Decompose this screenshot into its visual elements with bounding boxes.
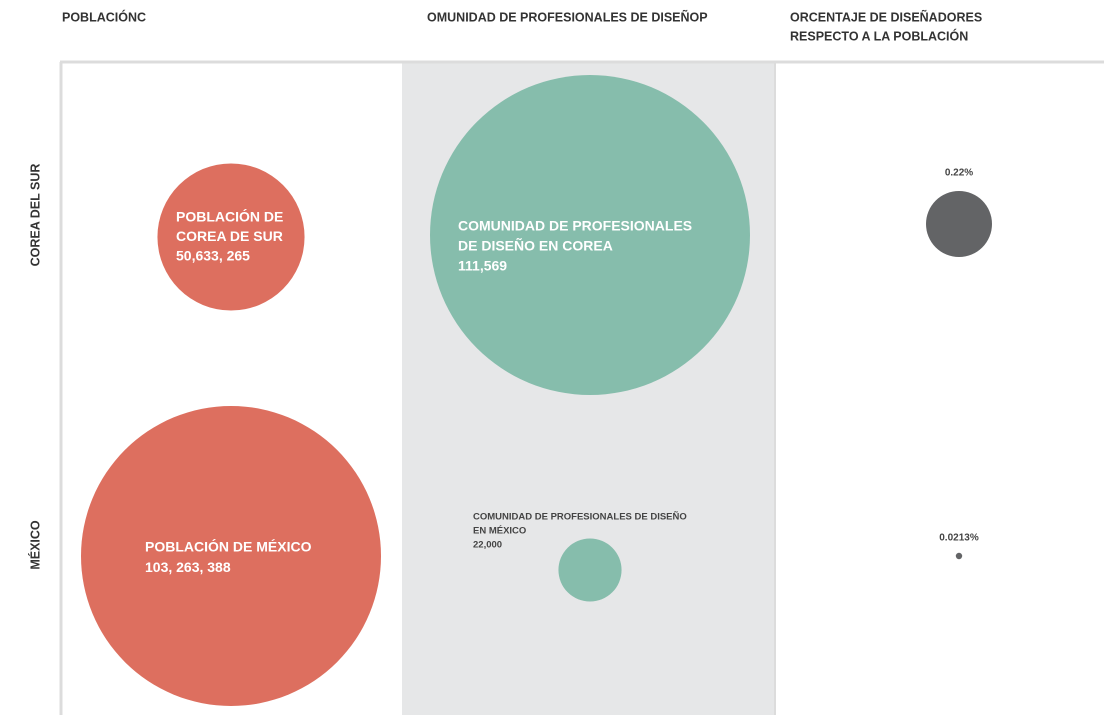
bubble-value: 0.22% <box>945 168 973 179</box>
bubble-label: COMUNIDAD DE PROFESIONALES <box>458 218 692 234</box>
bubble <box>926 191 992 257</box>
row-label: MÉXICO <box>27 520 42 570</box>
bubble <box>558 538 622 602</box>
bubble-label: COREA DE SUR <box>176 228 283 244</box>
bubble-label: DE DISEÑO EN COREA <box>458 237 613 254</box>
bubble-label: COMUNIDAD DE PROFESIONALES DE DISEÑO <box>473 512 687 523</box>
row-label: COREA DEL SUR <box>28 164 42 267</box>
bubble-value: 111,569 <box>458 258 507 274</box>
bubble-value: 50,633, 265 <box>176 248 250 264</box>
bubble-label: POBLACIÓN DE MÉXICO <box>145 538 312 555</box>
bubble-label: EN MÉXICO <box>473 526 526 537</box>
column-header: RESPECTO A LA POBLACIÓN <box>790 28 968 43</box>
column-header: POBLACIÓNC <box>62 9 146 24</box>
column-header: ORCENTAJE DE DISEÑADORES <box>790 9 982 24</box>
bubble-label: POBLACIÓN DE <box>176 208 283 225</box>
bubble <box>955 552 963 560</box>
bubble <box>81 406 381 706</box>
bubble-value: 22,000 <box>473 540 502 551</box>
bubble <box>430 75 750 395</box>
bubble-value: 103, 263, 388 <box>145 559 231 575</box>
bubble-value: 0.0213% <box>939 533 979 544</box>
column-header: OMUNIDAD DE PROFESIONALES DE DISEÑOP <box>427 9 708 24</box>
bubble <box>157 163 305 311</box>
